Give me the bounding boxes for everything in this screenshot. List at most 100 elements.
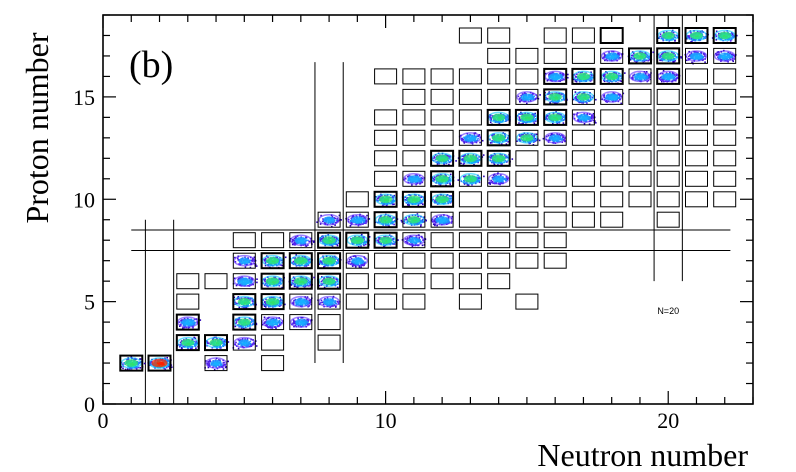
scatter-point [278,260,281,263]
scatter-point [269,284,271,286]
scatter-point [324,265,326,268]
scatter-point [277,283,279,285]
scatter-point [447,155,449,157]
scatter-point [276,303,278,306]
scatter-point [218,366,221,368]
scatter-point [318,284,321,287]
cluster-core [322,256,336,265]
scatter-point [253,256,256,258]
scatter-point [249,327,251,329]
scatter-point [365,222,367,225]
isotope-cluster [317,295,341,308]
scatter-point [449,198,452,200]
scatter-point [437,161,439,163]
scatter-point [241,284,243,286]
scatter-point [377,239,380,242]
scatter-point [335,239,337,241]
cluster-core [323,298,335,306]
scatter-point [186,317,189,320]
scatter-point [319,223,322,225]
scatter-point [293,320,295,322]
cluster-core [351,216,364,224]
scatter-point [303,242,306,245]
scatter-point [279,279,281,282]
scatter-point [307,258,309,261]
scatter-point [191,347,193,350]
scatter-point [139,367,141,369]
scatter-point [150,363,153,366]
scatter-point [234,325,237,328]
scatter-point [308,299,310,302]
scatter-point [357,224,360,227]
scatter-point [355,266,357,268]
scatter-point [449,156,451,158]
cluster-halo [318,295,340,308]
scatter-point [243,263,246,265]
scatter-point [334,242,337,244]
scatter-point [434,217,437,220]
scatter-point [409,194,412,197]
scatter-point [383,245,385,248]
scatter-point [181,344,183,346]
scatter-point [462,175,465,178]
scatter-point [448,218,450,220]
scatter-point [335,236,337,239]
scatter-point [206,362,208,365]
scatter-point [326,276,328,279]
cluster-core [266,318,279,326]
scatter-point [322,241,325,244]
scatter-point [237,297,240,300]
isotope-cluster [261,316,284,329]
scatter-point [397,239,399,241]
scatter-point [237,277,240,280]
scatter-point [321,260,323,263]
scatter-point [292,302,295,304]
scatter-point [422,203,424,206]
axes-frame-group [102,14,754,405]
scatter-point [264,321,266,323]
cluster-halo [233,275,256,287]
scatter-point [361,233,363,236]
scatter-point [265,306,267,308]
scatter-point [451,215,454,218]
scatter-point [278,282,281,284]
scatter-point [363,240,366,242]
scatter-point [329,256,332,258]
cluster-core [435,195,449,204]
scatter-point [243,306,246,309]
scatter-point [307,320,309,322]
cluster-core [322,277,336,285]
scatter-point [244,266,247,268]
cluster-core [238,257,250,264]
scatter-point [179,341,182,344]
scatter-point [270,327,272,329]
scatter-point [237,318,239,320]
scatter-point [234,256,236,259]
scatter-point [307,264,310,266]
scatter-point [400,219,403,222]
scatter-point [183,326,185,329]
scatter-point [166,366,168,369]
scatter-point [321,262,323,264]
cluster-halo [346,254,369,267]
cluster-halo [205,357,227,369]
scatter-point [250,262,252,265]
scatter-point [304,263,306,266]
scatter-point [256,278,258,280]
scatter-point [305,236,308,239]
scatter-point [406,197,408,199]
scatter-point [303,256,306,258]
scatter-point [276,256,278,259]
scatter-point [220,339,223,341]
isotope-cluster [289,234,315,247]
scatter-point [365,219,367,222]
scatter-point [393,203,395,205]
scatter-point [292,279,295,282]
scatter-point [271,296,274,299]
cluster-core [435,174,449,183]
scatter-point [320,299,323,302]
scatter-point [307,305,309,308]
scatter-point [335,219,338,222]
scatter-point [306,303,309,305]
scatter-point [279,259,282,261]
